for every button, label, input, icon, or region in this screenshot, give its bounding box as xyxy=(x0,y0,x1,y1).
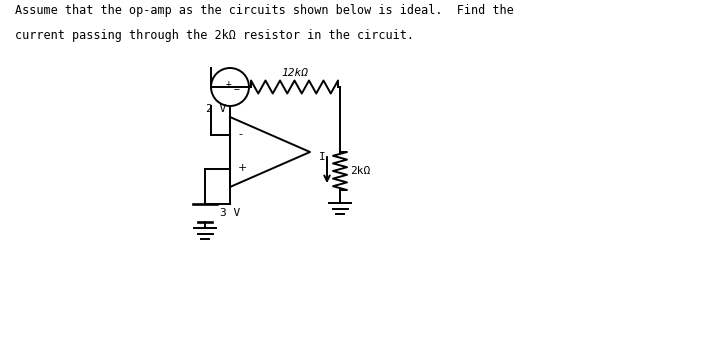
Text: Assume that the op-amp as the circuits shown below is ideal.  Find the: Assume that the op-amp as the circuits s… xyxy=(15,4,514,17)
Text: -: - xyxy=(238,129,242,139)
Text: +: + xyxy=(226,79,232,89)
Text: −: − xyxy=(234,85,240,95)
Text: 2kΩ: 2kΩ xyxy=(350,166,370,176)
Text: 3 V: 3 V xyxy=(220,208,240,218)
Text: 12kΩ: 12kΩ xyxy=(281,68,308,78)
Text: I: I xyxy=(318,152,326,162)
Text: +: + xyxy=(238,163,247,173)
Text: current passing through the 2kΩ resistor in the circuit.: current passing through the 2kΩ resistor… xyxy=(15,29,414,42)
Text: 2 V: 2 V xyxy=(206,104,227,114)
